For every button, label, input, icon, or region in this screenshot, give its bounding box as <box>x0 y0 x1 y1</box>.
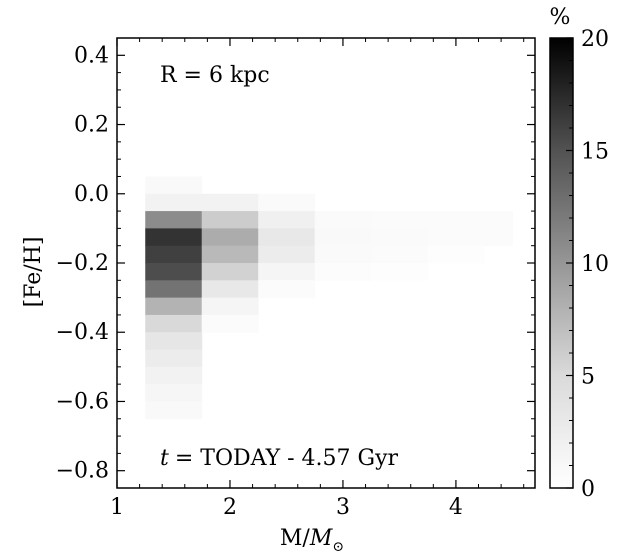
y-tick-label: −0.2 <box>56 251 109 276</box>
heatmap-cell <box>201 297 259 316</box>
y-tick-label: 0.0 <box>74 182 109 207</box>
heatmap-cell <box>427 245 485 264</box>
heatmap-cell <box>258 280 316 299</box>
axis-ticks: 1 2 3 4 0.4 0.2 0.0 −0.2 −0.4 −0.6 −0.8 <box>56 37 535 520</box>
heatmap-cell <box>201 263 259 281</box>
y-tick-label: 0.2 <box>74 113 109 138</box>
heatmap-cell <box>314 228 372 247</box>
colorbar-tick-label: 0 <box>581 477 595 502</box>
x-axis-label-symbol: M <box>309 526 333 551</box>
y-tick-label: −0.4 <box>56 320 109 345</box>
colorbar-ticks: 0 5 10 15 20 <box>566 27 609 502</box>
x-tick-label: 2 <box>223 495 237 520</box>
heatmap-cell <box>201 245 259 264</box>
heatmap-cell <box>484 228 513 247</box>
heatmap-cell <box>371 263 429 281</box>
time-annotation: t = TODAY - 4.57 Gyr <box>160 446 399 471</box>
heatmap-cell <box>145 401 203 420</box>
x-axis-label-subscript: ⊙ <box>332 539 344 555</box>
heatmap-cell <box>201 211 259 229</box>
heatmap-cell <box>371 228 429 247</box>
heatmap-cell <box>145 228 203 247</box>
x-tick-label: 3 <box>336 495 350 520</box>
time-annotation-text: = TODAY - 4.57 Gyr <box>175 446 399 471</box>
radius-annotation: R = 6 kpc <box>160 63 270 88</box>
heatmap-cell <box>145 263 203 281</box>
heatmap-cell <box>145 193 203 212</box>
colorbar-tick-label: 5 <box>581 365 595 390</box>
heatmap-cell <box>145 314 203 333</box>
heatmap-cell <box>427 228 485 247</box>
y-tick-label: −0.8 <box>56 459 109 484</box>
heatmap-cell <box>371 211 429 229</box>
x-axis-label: M/M⊙ <box>280 526 344 555</box>
colorbar-tick-label: 20 <box>581 27 609 52</box>
heatmap-cell <box>145 245 203 264</box>
heatmap-cell <box>145 349 203 368</box>
colorbar-label: % <box>550 5 571 30</box>
heatmap-cell <box>201 193 259 212</box>
time-variable: t <box>160 446 169 471</box>
heatmap-cell <box>201 314 259 333</box>
heatmap-cell <box>201 280 259 299</box>
heatmap-cell <box>145 297 203 316</box>
y-axis-label: [Fe/H] <box>21 237 46 308</box>
heatmap-cell <box>258 263 316 281</box>
heatmap-cell <box>145 280 203 299</box>
y-tick-label: 0.4 <box>74 43 109 68</box>
heatmap-cell <box>145 366 203 385</box>
heatmap-cell <box>145 384 203 402</box>
x-axis-label-main: M/ <box>280 526 311 551</box>
colorbar-tick-label: 10 <box>581 252 609 277</box>
heatmap-cell <box>145 332 203 351</box>
heatmap-cell <box>314 245 372 264</box>
colorbar-tick-label: 15 <box>581 140 609 165</box>
heatmap-cell <box>145 211 203 229</box>
heatmap-cell <box>201 228 259 247</box>
y-tick-label: −0.6 <box>56 389 109 414</box>
heatmap-cell <box>484 211 513 229</box>
heatmap-cell <box>258 245 316 264</box>
heatmap-cell <box>314 211 372 229</box>
heatmap-cell <box>371 245 429 264</box>
x-tick-label: 1 <box>110 495 124 520</box>
heatmap-cells <box>145 176 513 420</box>
heatmap-cell <box>258 228 316 247</box>
heatmap-cell <box>258 193 316 212</box>
heatmap-cell <box>314 263 372 281</box>
heatmap-cell <box>258 211 316 229</box>
x-tick-label: 4 <box>449 495 463 520</box>
heatmap-cell <box>427 211 485 229</box>
heatmap-cell <box>145 176 203 195</box>
